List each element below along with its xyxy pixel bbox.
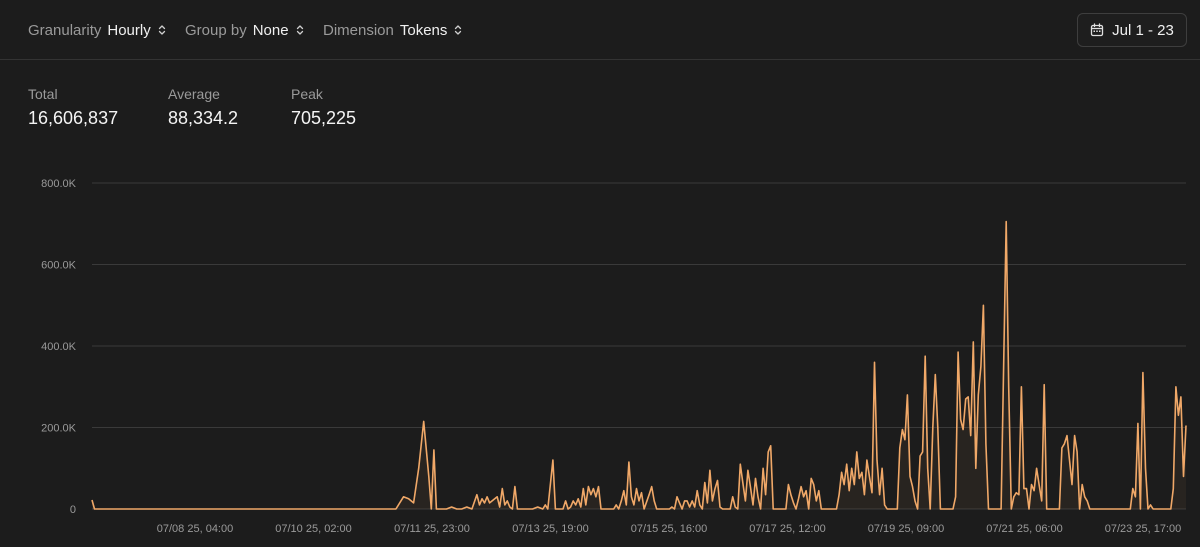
x-tick-label: 07/21 25, 06:00 <box>986 523 1062 535</box>
chevron-up-down-icon <box>455 25 462 35</box>
dimension-select[interactable]: Dimension Tokens <box>323 19 462 41</box>
stat-average-label: Average <box>168 86 220 102</box>
granularity-label: Granularity <box>28 21 102 39</box>
y-tick-label: 200.0K <box>41 423 77 435</box>
stat-total: Total 16,606,837 <box>28 86 118 128</box>
chevron-up-down-icon <box>158 25 165 35</box>
group-by-value: None <box>252 21 289 39</box>
group-by-label: Group by <box>185 21 247 39</box>
series-area <box>92 221 1186 509</box>
x-tick-label: 07/13 25, 19:00 <box>512 523 588 535</box>
granularity-value: Hourly <box>107 21 151 39</box>
y-tick-label: 800.0K <box>41 178 77 190</box>
series-line <box>91 220 1187 510</box>
x-tick-label: 07/19 25, 09:00 <box>868 523 944 535</box>
x-tick-label: 07/08 25, 04:00 <box>157 523 233 535</box>
stat-peak: Peak 705,225 <box>291 86 356 128</box>
stat-peak-label: Peak <box>291 86 323 102</box>
stat-peak-value: 705,225 <box>291 108 357 128</box>
chevron-up-down-icon <box>296 25 303 35</box>
dimension-label: Dimension <box>323 21 394 39</box>
date-range-label: Jul 1 - 23 <box>1112 21 1174 39</box>
granularity-select[interactable]: Granularity Hourly <box>28 19 166 41</box>
y-tick-label: 600.0K <box>41 260 77 272</box>
stat-total-label: Total <box>28 86 58 102</box>
group-by-select[interactable]: Group by None <box>185 19 304 41</box>
y-tick-label: 400.0K <box>41 341 77 353</box>
dimension-value: Tokens <box>399 21 448 39</box>
stat-total-value: 16,606,837 <box>28 108 119 128</box>
x-tick-label: 07/15 25, 16:00 <box>631 523 707 535</box>
x-tick-label: 07/11 25, 23:00 <box>394 523 470 535</box>
date-range-button[interactable]: Jul 1 - 23 <box>1077 13 1187 47</box>
y-tick-label: 0 <box>70 504 76 516</box>
stat-average: Average 88,334.2 <box>168 86 238 128</box>
x-tick-label: 07/17 25, 12:00 <box>749 523 825 535</box>
x-tick-label: 07/10 25, 02:00 <box>275 523 351 535</box>
x-tick-label: 07/23 25, 17:00 <box>1105 523 1181 535</box>
calendar-icon <box>1090 23 1104 37</box>
toolbar: Granularity Hourly Group by None Dimensi… <box>0 0 1200 60</box>
stat-average-value: 88,334.2 <box>168 108 239 128</box>
